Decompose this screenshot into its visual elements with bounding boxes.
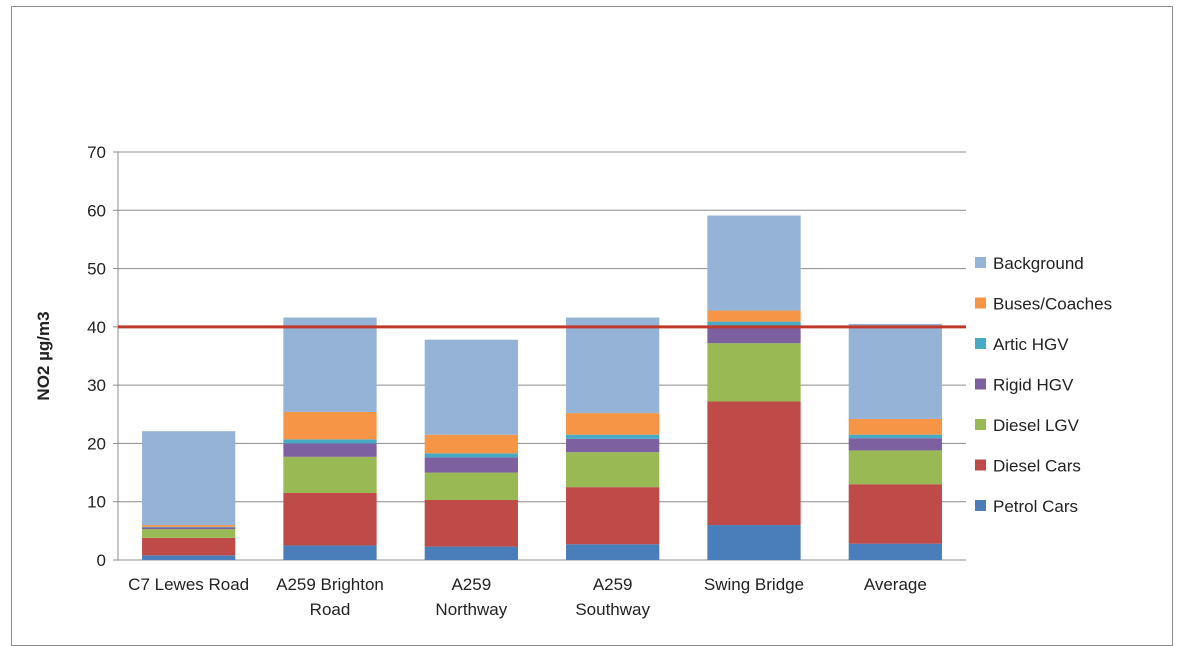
bar-segment <box>848 484 942 544</box>
bar-segment <box>848 543 942 560</box>
bar-segment <box>283 317 377 412</box>
bar-segment <box>424 453 518 458</box>
bar-segment <box>848 434 942 439</box>
bar-segment <box>566 317 660 414</box>
legend-swatch <box>975 297 986 309</box>
legend-swatch <box>975 257 986 268</box>
stacked-bar-chart: 0 10 20 30 40 50 60 70 NO2 µg/m3 C7 Lewes Road A25… <box>34 143 1112 619</box>
legend-label: Diesel Cars <box>993 457 1081 476</box>
y-tick-label: 50 <box>87 260 106 279</box>
x-tick-label: Average <box>864 575 927 594</box>
bar-segment <box>283 443 377 457</box>
legend-label: Background <box>993 254 1084 273</box>
bar-segment <box>707 343 801 402</box>
x-tick-label: Swing Bridge <box>704 575 804 594</box>
y-axis-label: NO2 µg/m3 <box>34 311 53 400</box>
legend-label: Artic HGV <box>993 335 1069 354</box>
bar-segment <box>142 529 236 538</box>
bar-segment <box>707 401 801 526</box>
bar-segment <box>566 438 660 453</box>
y-tick-label: 70 <box>87 143 106 162</box>
bar-segment <box>566 452 660 488</box>
x-tick-label: A259 <box>451 575 491 594</box>
bar-segment <box>424 499 518 547</box>
chart-frame: 0 10 20 30 40 50 60 70 NO2 µg/m3 C7 Lewes Road A25… <box>11 6 1173 646</box>
bar-segment <box>283 492 377 546</box>
bar-segment <box>848 323 942 419</box>
legend-swatch <box>975 378 986 390</box>
bar-segment <box>283 411 377 440</box>
y-tick-label: 10 <box>87 493 106 512</box>
y-tick-label: 40 <box>87 318 106 337</box>
bar-segment <box>283 545 377 560</box>
y-tick-label: 60 <box>87 201 106 220</box>
x-tick-label: A259 <box>593 575 633 594</box>
bar-segment <box>142 527 236 530</box>
x-tick-label: C7 Lewes Road <box>128 575 249 594</box>
bar-segment <box>566 544 660 560</box>
bar-segment <box>142 526 236 528</box>
bar-segment <box>707 310 801 322</box>
y-tick-label: 0 <box>97 551 106 570</box>
bar-segment <box>707 215 801 311</box>
bar-segment <box>424 339 518 435</box>
x-tick-label: Road <box>310 600 351 619</box>
bar-segment <box>707 327 801 344</box>
legend-label: Petrol Cars <box>993 497 1078 516</box>
legend-label: Rigid HGV <box>993 376 1074 395</box>
bar-segment <box>566 487 660 545</box>
x-tick-label: A259 Brighton <box>276 575 384 594</box>
bar-segment <box>424 546 518 560</box>
x-tick-label: Southway <box>575 600 650 619</box>
legend-swatch <box>975 419 986 430</box>
bar-segment <box>848 418 942 435</box>
bar-segment <box>283 456 377 493</box>
bar-segment <box>142 537 236 556</box>
bar-segment <box>707 321 801 328</box>
bar-segment <box>142 431 236 526</box>
legend-swatch <box>975 338 986 349</box>
legend-label: Diesel LGV <box>993 416 1080 435</box>
y-tick-label: 30 <box>87 376 106 395</box>
bar-segment <box>848 438 942 451</box>
x-tick-label: Northway <box>435 600 507 619</box>
bar-segment <box>707 525 801 560</box>
bar-segment <box>848 450 942 485</box>
bar-segment <box>424 472 518 500</box>
bar-segment <box>566 413 660 435</box>
legend-swatch <box>975 500 986 511</box>
bar-segment <box>283 439 377 444</box>
bar-segment <box>142 525 236 527</box>
bar-segment <box>424 434 518 454</box>
bar-segment <box>142 555 236 560</box>
bar-segment <box>424 457 518 473</box>
legend-swatch <box>975 459 986 471</box>
bar-segment <box>566 434 660 439</box>
legend-label: Buses/Coaches <box>993 295 1112 314</box>
y-tick-label: 20 <box>87 434 106 453</box>
